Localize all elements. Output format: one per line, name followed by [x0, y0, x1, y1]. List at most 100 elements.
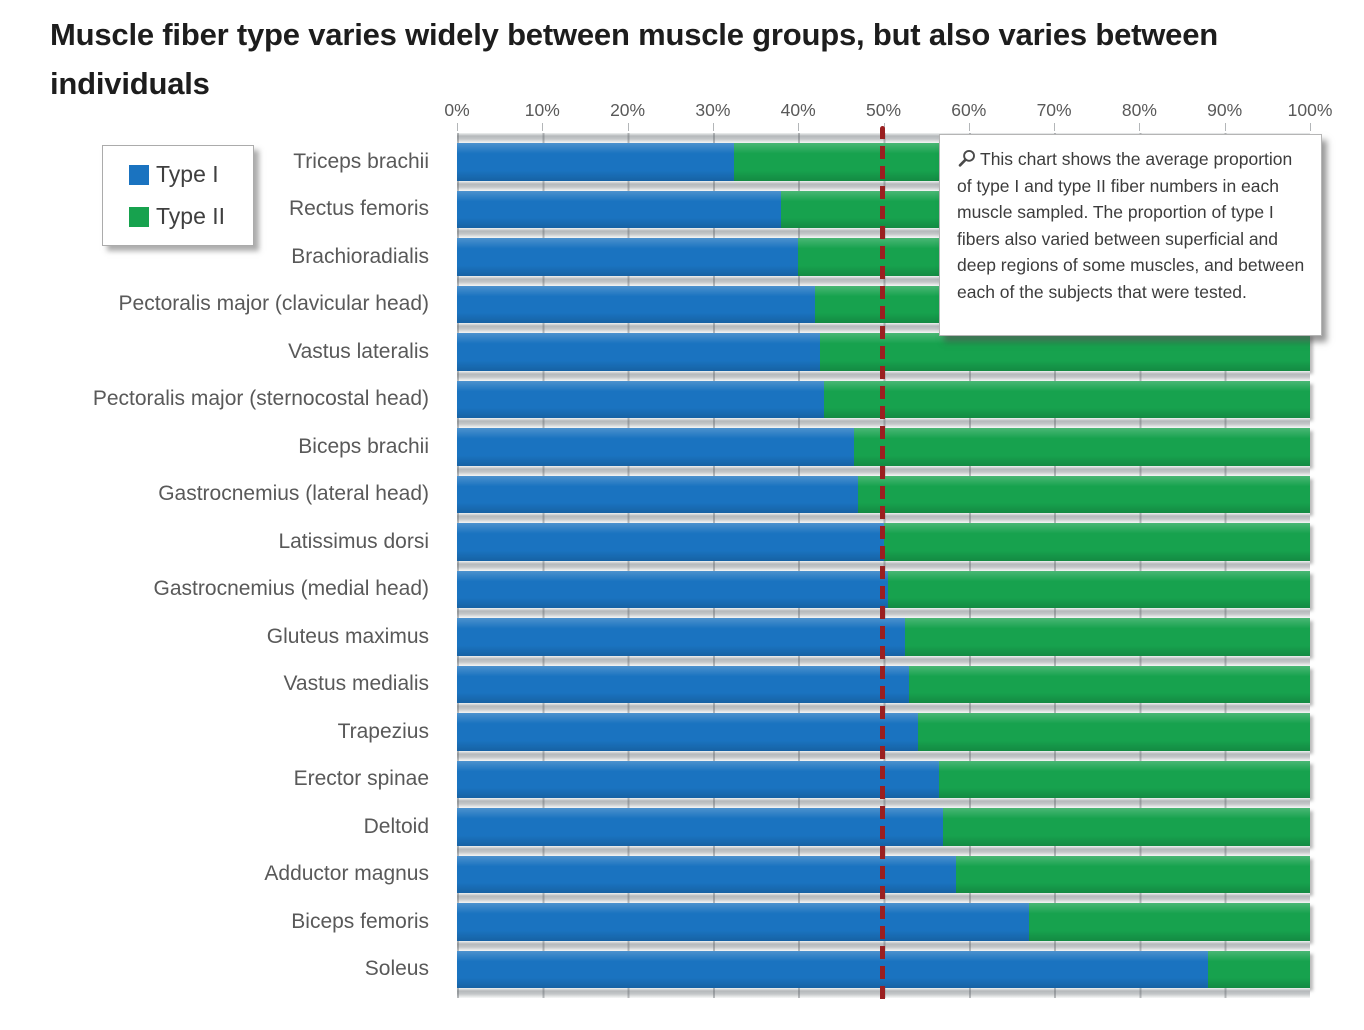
bar-row — [457, 428, 1310, 466]
bar-row — [457, 523, 1310, 561]
x-tick-label: 0% — [444, 100, 470, 120]
annotation-text-content: This chart shows the average proportion … — [957, 149, 1305, 302]
x-tick-mark — [1139, 123, 1141, 131]
type1-segment — [457, 665, 910, 703]
type1-segment — [457, 523, 884, 561]
category-label: Gluteus maximus — [266, 624, 429, 648]
type2-segment — [1028, 903, 1310, 941]
legend-label: Type II — [156, 203, 226, 229]
category-label: Vastus lateralis — [288, 339, 429, 363]
category-label: Triceps brachii — [293, 149, 429, 173]
type1-segment — [457, 143, 735, 181]
x-tick-label: 90% — [1207, 100, 1243, 120]
type1-segment — [457, 428, 854, 466]
category-label: Biceps brachii — [298, 434, 429, 458]
annotation-text: This chart shows the average proportion … — [957, 146, 1307, 306]
x-tick-label: 60% — [951, 100, 987, 120]
bar-row — [457, 570, 1310, 608]
type2-segment — [819, 333, 1310, 371]
type1-segment — [457, 475, 858, 513]
x-tick-label: 50% — [865, 100, 902, 120]
type2-segment — [943, 808, 1310, 846]
x-tick-mark — [542, 123, 544, 131]
type1-segment — [457, 380, 824, 418]
type1-segment — [457, 333, 820, 371]
bar-row — [457, 713, 1310, 751]
bar-row — [457, 760, 1310, 798]
category-label: Gastrocnemius (lateral head) — [158, 482, 429, 506]
type1-segment — [457, 950, 1208, 988]
magnifier-icon — [958, 149, 975, 167]
category-label: Adductor magnus — [264, 862, 429, 886]
legend-item: Type II — [129, 203, 253, 230]
legend-label: Type I — [156, 161, 219, 187]
x-tick-label: 20% — [610, 100, 646, 120]
bar-row — [457, 903, 1310, 941]
category-label: Erector spinae — [293, 767, 429, 791]
annotation-callout: This chart shows the average proportion … — [939, 134, 1322, 336]
type1-segment — [457, 285, 816, 323]
x-axis: 0% 10% 20% 30% 40% 50% 60% 70% 80% 90% 100% — [444, 100, 1332, 122]
x-tick-label: 100% — [1287, 100, 1333, 120]
type1-segment — [457, 618, 905, 656]
type2-segment — [956, 855, 1310, 893]
type2-segment — [917, 713, 1310, 751]
legend-swatch — [129, 164, 149, 185]
bar-row — [457, 665, 1310, 703]
bar-row — [457, 618, 1310, 656]
type2-segment — [1207, 950, 1310, 988]
x-tick-mark — [1224, 123, 1226, 131]
x-tick-mark — [798, 123, 800, 131]
category-label: Deltoid — [363, 814, 429, 838]
type1-segment — [457, 713, 918, 751]
legend-swatch — [129, 206, 149, 227]
chart-title: Muscle fiber type varies widely between … — [50, 17, 1218, 101]
type1-segment — [457, 808, 944, 846]
x-tick-mark — [1054, 123, 1056, 131]
category-labels: Triceps brachii Rectus femoris Brachioradi… — [0, 133, 443, 998]
type1-segment — [457, 760, 939, 798]
x-tick-mark — [968, 123, 970, 131]
category-label: Soleus — [364, 957, 429, 981]
type2-segment — [938, 760, 1310, 798]
type2-segment — [883, 523, 1310, 561]
type1-segment — [457, 570, 888, 608]
legend: Type I Type II — [102, 145, 254, 246]
x-tick-mark — [712, 123, 714, 131]
type2-segment — [857, 475, 1310, 513]
type1-segment — [457, 855, 956, 893]
category-label: Latissimus dorsi — [278, 529, 429, 553]
x-tick-mark — [457, 123, 458, 131]
x-tick-label: 70% — [1036, 100, 1072, 120]
fifty-percent-reference-line — [880, 126, 885, 1006]
type2-segment — [909, 665, 1310, 703]
type1-segment — [457, 190, 782, 228]
category-label: Biceps femoris — [291, 909, 429, 933]
category-label: Rectus femoris — [288, 197, 429, 221]
category-label: Pectoralis major (clavicular head) — [118, 292, 429, 316]
type2-segment — [853, 428, 1310, 466]
x-tick-label: 40% — [780, 100, 816, 120]
x-tick-mark — [1310, 123, 1311, 131]
category-label: Vastus medialis — [283, 672, 429, 696]
bar-row — [457, 333, 1310, 371]
x-tick-mark — [627, 123, 629, 131]
bar-row — [457, 855, 1310, 893]
type2-segment — [823, 380, 1310, 418]
type1-segment — [457, 238, 799, 276]
bar-row — [457, 475, 1310, 513]
type2-segment — [904, 618, 1310, 656]
category-label: Trapezius — [337, 719, 429, 743]
category-label: Pectoralis major (sternocostal head) — [92, 387, 429, 411]
legend-item: Type I — [129, 161, 253, 188]
type2-segment — [887, 570, 1310, 608]
x-tick-label: 30% — [695, 100, 731, 120]
type1-segment — [457, 903, 1029, 941]
x-tick-label: 80% — [1121, 100, 1157, 120]
category-label: Brachioradialis — [291, 244, 429, 268]
x-tick-label: 10% — [524, 100, 560, 120]
bar-row — [457, 950, 1310, 988]
bar-row — [457, 808, 1310, 846]
bar-row — [457, 380, 1310, 418]
category-label: Gastrocnemius (medial head) — [153, 577, 429, 601]
